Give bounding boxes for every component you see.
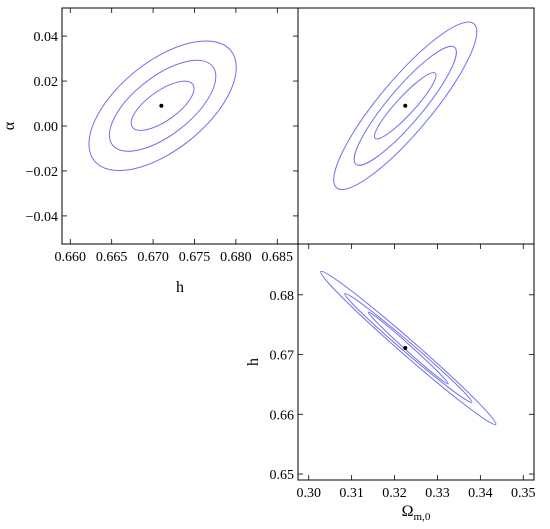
panel-omega-h: 0.30 0.31 0.32 0.33 0.34 0.35 0.68 0.67 0.66 0.65…: [245, 243, 536, 523]
y-tick-label: −0.04: [26, 210, 58, 225]
x-tick-label: 0.685: [262, 250, 294, 265]
y-tick-label: −0.02: [26, 165, 58, 180]
x-tick-label: 0.675: [179, 250, 211, 265]
panel-frame: [61, 7, 299, 245]
y-tick-label: 0.65: [270, 468, 295, 483]
y-tick-label: 0.04: [34, 30, 59, 45]
x-tick-label: 0.680: [220, 250, 252, 265]
y-axis-label-alpha: α: [1, 121, 18, 130]
confidence-contour-3: [367, 311, 449, 385]
confidence-contour-1: [333, 21, 478, 191]
y-tick-label: 0.02: [34, 75, 59, 90]
confidence-contour-3: [130, 80, 195, 131]
x-tick-label: 0.670: [137, 250, 169, 265]
x-axis-label-omega-subscript: m,0: [414, 511, 431, 523]
y-tick-label: 0.00: [34, 120, 59, 135]
x-tick-label: 0.34: [468, 486, 493, 501]
best-fit-point: [403, 103, 408, 108]
x-tick-label: 0.35: [511, 486, 536, 501]
confidence-contour-1: [320, 270, 497, 426]
y-tick-label: 0.68: [270, 289, 295, 304]
x-tick-label: 0.30: [296, 486, 321, 501]
y-axis-label-h: h: [245, 358, 262, 366]
confidence-contour-3: [374, 72, 437, 140]
confidence-contour-1: [88, 40, 237, 172]
best-fit-point: [403, 345, 408, 350]
x-axis-label-omega: Ωm,0: [402, 503, 431, 523]
x-tick-label: 0.31: [339, 486, 364, 501]
x-tick-label: 0.660: [55, 250, 87, 265]
best-fit-point: [159, 103, 164, 108]
x-axis-label-omega-symbol: Ω: [402, 503, 414, 520]
y-tick-label: 0.67: [270, 349, 295, 364]
panel-frame: [297, 243, 535, 481]
confidence-contour-2: [353, 45, 457, 166]
confidence-contour-2: [108, 59, 217, 152]
confidence-contour-2: [344, 292, 473, 403]
x-tick-label: 0.665: [96, 250, 128, 265]
y-tick-label: 0.66: [270, 408, 295, 423]
panel-omega-alpha: [297, 7, 535, 245]
x-axis-label-h: h: [176, 279, 184, 296]
x-tick-label: 0.32: [382, 486, 407, 501]
x-tick-label: 0.33: [425, 486, 450, 501]
panel-frame: [297, 7, 535, 245]
panel-h-alpha: 0.660 0.665 0.670 0.675 0.680 0.685 0.04 0.02 0.…: [1, 7, 299, 296]
